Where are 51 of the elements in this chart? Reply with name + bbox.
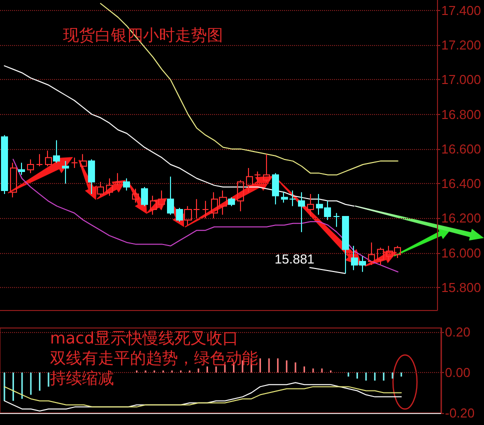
candlestick — [132, 188, 139, 204]
annotation: 双线有走平的趋势，绿色动能 — [50, 348, 258, 368]
candlestick — [342, 216, 349, 274]
candlestick — [36, 154, 43, 167]
annotation: macd显示快慢线死叉收口 — [50, 328, 238, 348]
y-tick-label: 17.000 — [441, 72, 482, 88]
candlestick — [115, 172, 122, 186]
y-tick-label: 17.400 — [441, 2, 482, 18]
candlestick — [141, 186, 148, 207]
y-tick-label: 0.20 — [445, 324, 470, 340]
y-tick-label: 16.000 — [441, 245, 482, 260]
candlestick — [106, 178, 113, 196]
y-tick-label: -0.20 — [445, 406, 475, 420]
annotation: 持续缩减 — [50, 368, 114, 388]
candlestick — [333, 212, 340, 228]
candlestick — [18, 162, 25, 176]
candlestick — [202, 200, 209, 219]
candlestick — [237, 180, 244, 212]
candlestick — [307, 193, 314, 217]
candlestick — [298, 192, 305, 233]
candlestick — [1, 134, 8, 194]
candlestick — [53, 140, 60, 164]
candlestick — [97, 181, 104, 196]
candlestick — [45, 150, 52, 167]
candlestick — [10, 162, 17, 198]
line-series — [4, 386, 402, 408]
line-series — [12, 158, 398, 272]
candlestick — [123, 178, 130, 192]
candlestick — [71, 157, 78, 168]
candlestick — [62, 160, 69, 184]
y-tick-label: 17.200 — [441, 38, 482, 53]
line-series — [4, 65, 355, 207]
y-tick-label: 16.400 — [441, 176, 482, 192]
candlestick — [263, 154, 270, 182]
candlestick — [254, 170, 261, 182]
candlestick — [80, 154, 87, 168]
candlestick — [167, 176, 174, 216]
candlestick — [88, 158, 95, 194]
candlestick — [272, 172, 279, 205]
candlestick — [246, 167, 253, 193]
y-tick-label: 16.800 — [441, 106, 482, 122]
y-tick-label: 0.00 — [445, 365, 470, 380]
annotation: 15.881 — [274, 251, 314, 266]
candlestick — [368, 242, 375, 266]
y-tick-label: 16.600 — [441, 141, 482, 156]
y-tick-label: 15.800 — [441, 280, 482, 295]
candlestick — [228, 196, 235, 207]
y-tick-label: 16.200 — [441, 210, 482, 226]
candlestick — [377, 247, 384, 266]
candlestick — [176, 207, 183, 222]
candlestick — [27, 158, 34, 174]
